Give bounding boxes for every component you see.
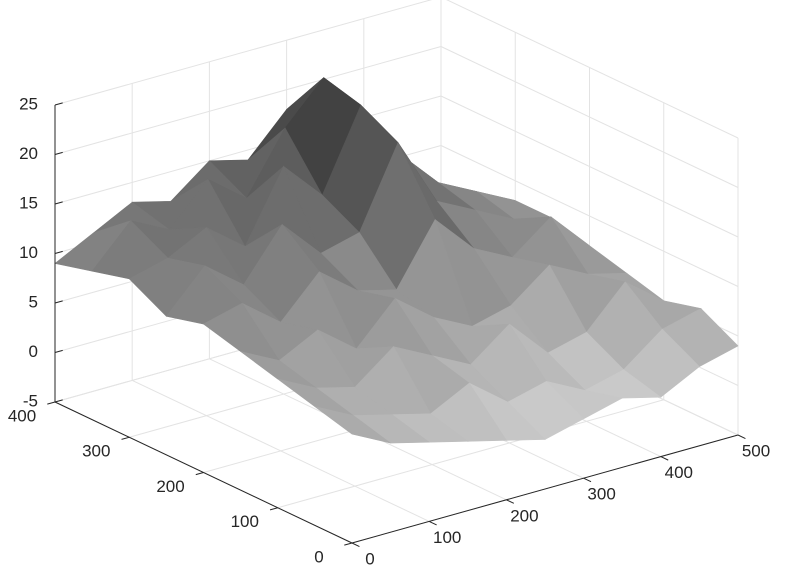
x-axis xyxy=(351,434,739,544)
x-tick-label: 400 xyxy=(665,463,693,482)
tick-mark xyxy=(506,499,515,504)
y-tick-label: 200 xyxy=(156,477,184,496)
tick-mark xyxy=(54,151,63,155)
z-tick-label: 5 xyxy=(29,292,38,311)
tick-mark xyxy=(54,102,63,106)
grid-line xyxy=(54,95,442,205)
z-tick-label: 15 xyxy=(19,193,38,212)
grid-line xyxy=(440,95,739,238)
grid-line xyxy=(277,399,664,509)
x-tick-label: 500 xyxy=(742,441,770,460)
z-tick-label: 0 xyxy=(29,342,38,361)
tick-mark xyxy=(54,300,63,304)
tick-mark xyxy=(195,472,204,476)
z-tick-label: -5 xyxy=(23,391,38,410)
tick-mark xyxy=(269,507,278,511)
tick-mark xyxy=(428,520,437,526)
tick-mark xyxy=(54,201,63,205)
x-tick-label: 300 xyxy=(587,485,615,504)
tick-mark xyxy=(344,542,353,546)
grid-line xyxy=(446,0,739,139)
grid-line xyxy=(440,46,739,188)
grid-line xyxy=(54,0,433,106)
x-tick-label: 100 xyxy=(433,528,461,547)
x-tick-label: 0 xyxy=(365,549,374,568)
z-tick-label: 25 xyxy=(19,94,38,113)
y-tick-label: 300 xyxy=(82,442,110,461)
tick-mark xyxy=(54,250,63,254)
tick-mark xyxy=(121,436,130,440)
tick-mark xyxy=(583,477,592,483)
z-tick-label: 20 xyxy=(19,144,38,163)
y-tick-label: 100 xyxy=(231,512,259,531)
y-tick-label: 0 xyxy=(314,547,323,566)
tick-mark xyxy=(351,542,360,547)
tick-mark xyxy=(737,434,746,439)
x-tick-label: 200 xyxy=(510,506,538,525)
tick-mark xyxy=(54,349,63,353)
surface-patch xyxy=(314,406,391,444)
grid-line xyxy=(54,46,442,155)
y-tick-label: 400 xyxy=(8,406,36,425)
tick-mark xyxy=(660,456,669,461)
z-tick-label: 10 xyxy=(19,243,38,262)
grid-line xyxy=(440,145,739,287)
tick-mark xyxy=(47,401,56,405)
tick-mark xyxy=(54,399,63,403)
